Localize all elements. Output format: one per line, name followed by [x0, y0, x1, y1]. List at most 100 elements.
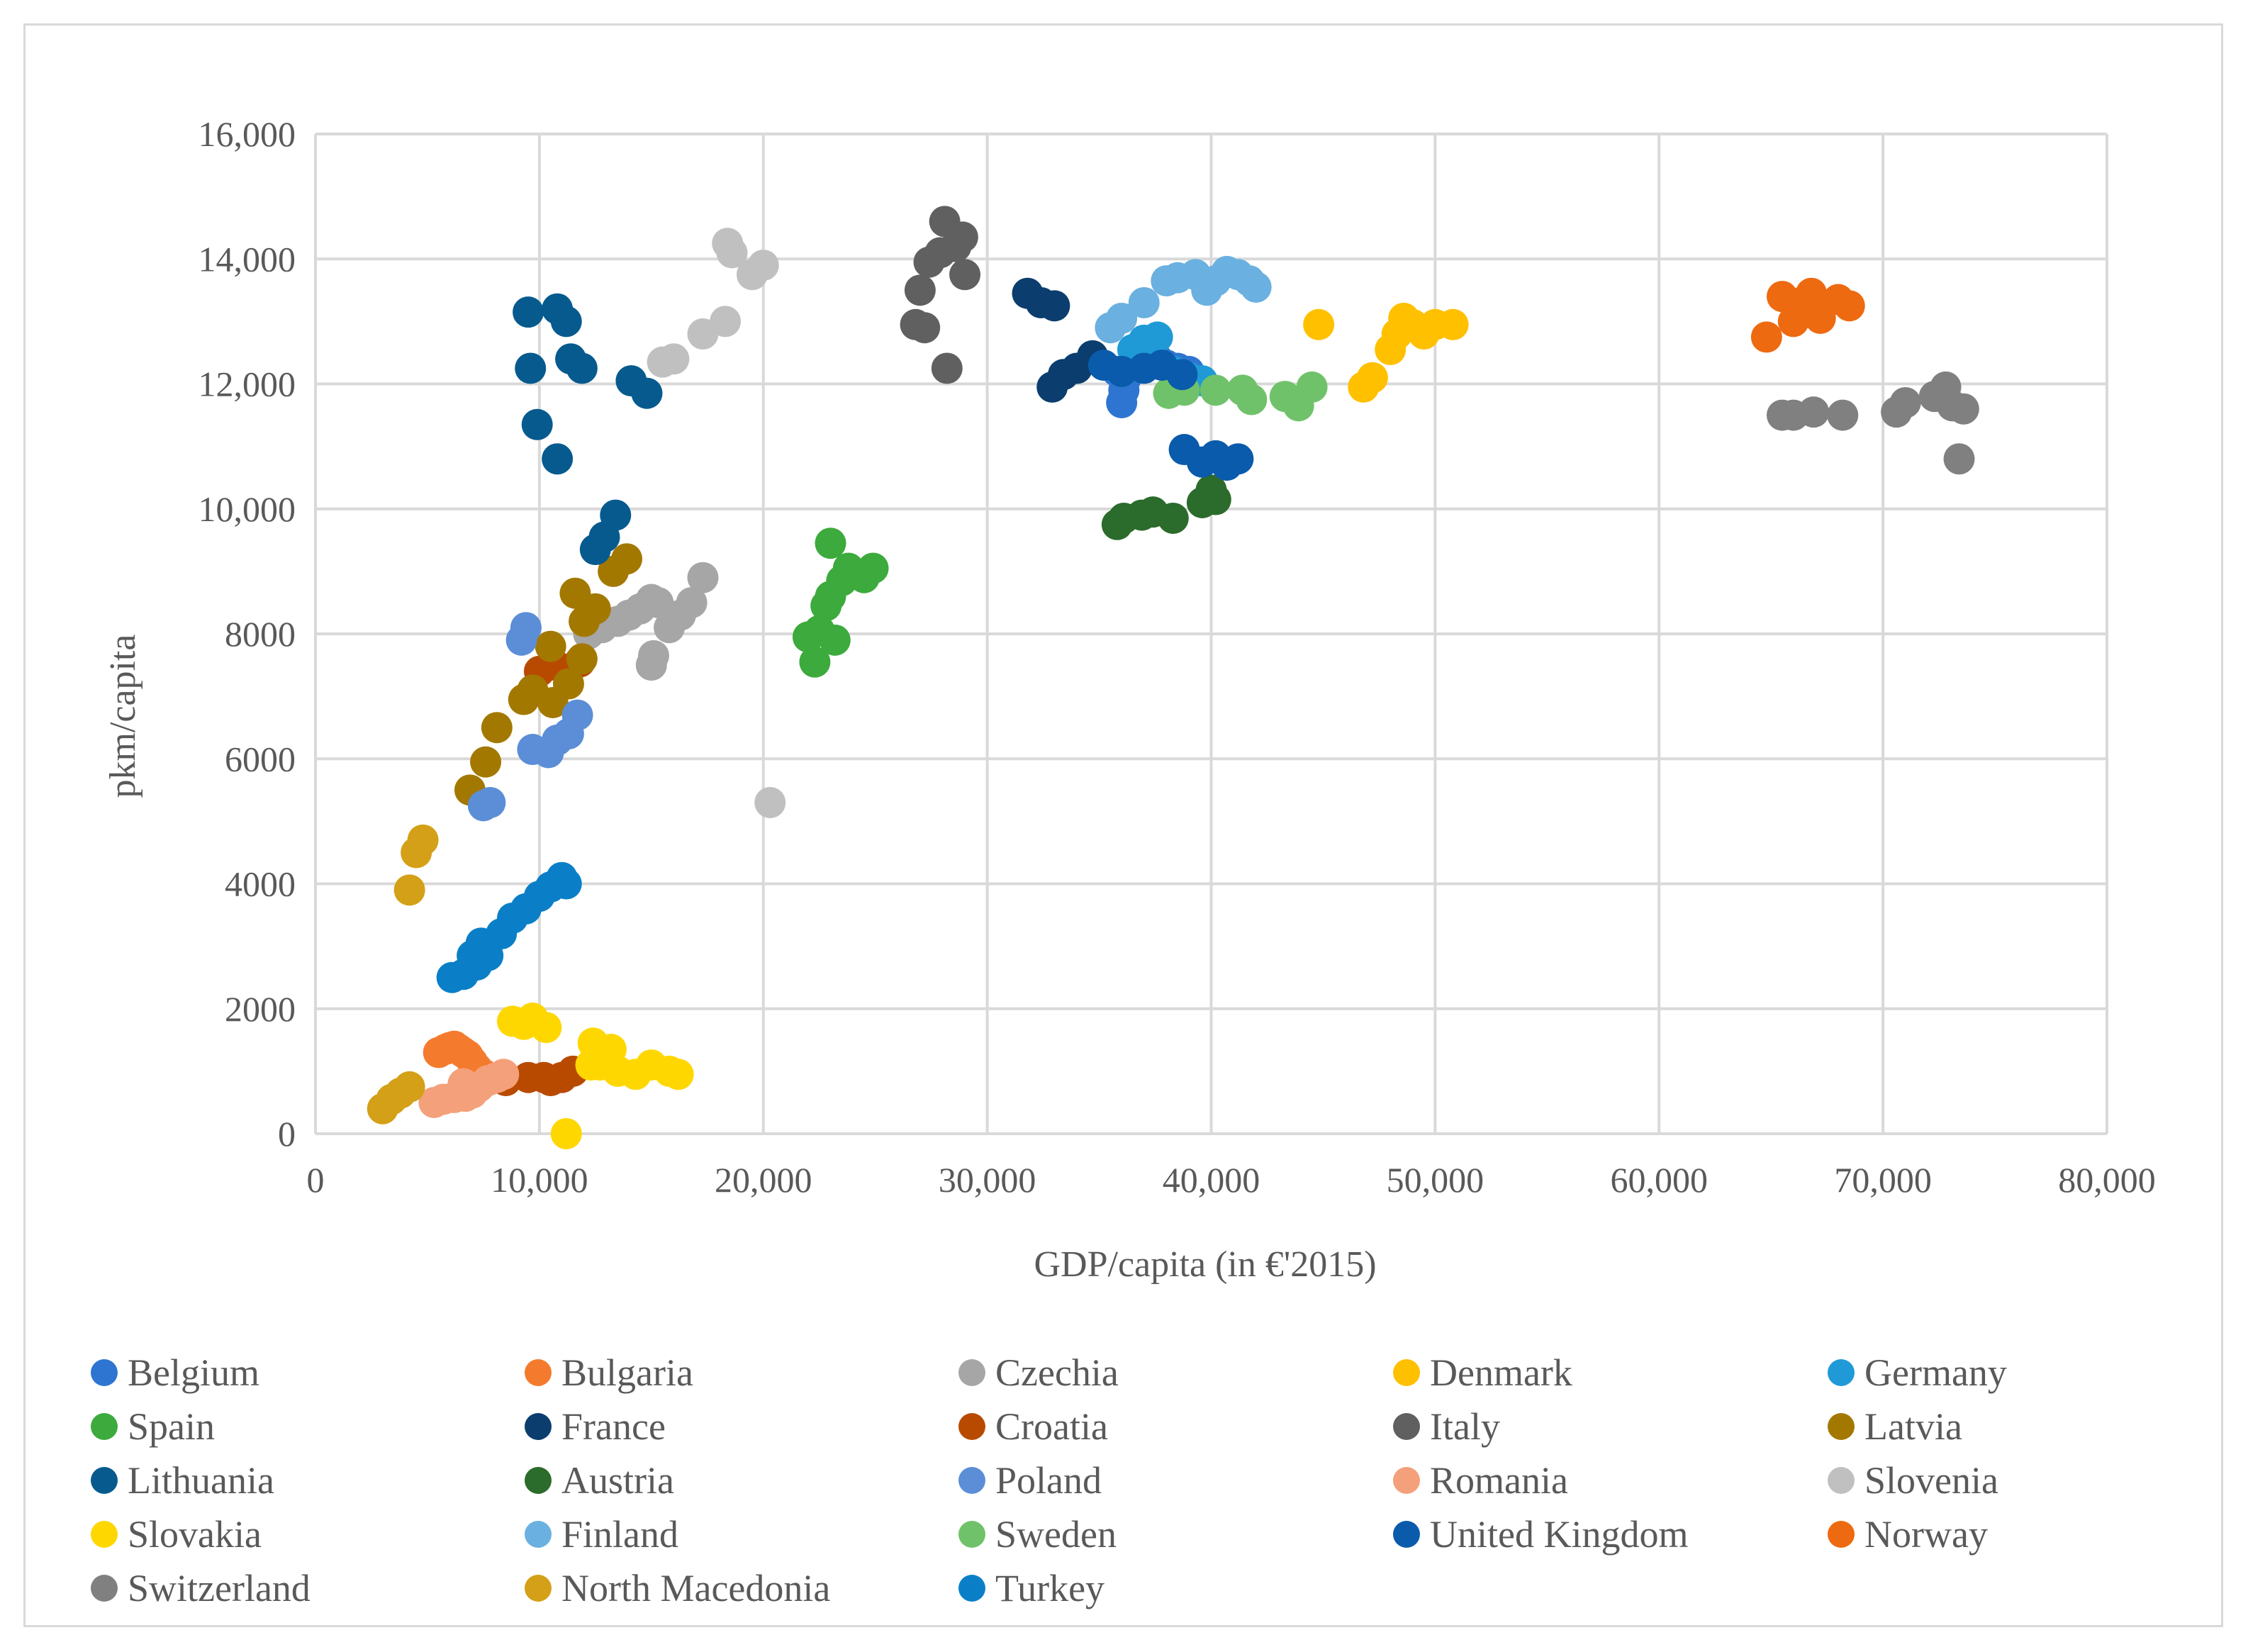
legend-label: Slovenia [1864, 1459, 1998, 1502]
legend-item: Slovakia [91, 1507, 262, 1561]
data-point [550, 306, 582, 337]
legend-label: Slovakia [128, 1513, 262, 1556]
y-tick-label: 14,000 [198, 239, 296, 279]
legend-label: Croatia [995, 1405, 1108, 1448]
data-point [579, 593, 611, 625]
legend-label: Czechia [995, 1351, 1119, 1394]
data-points [367, 206, 1979, 1149]
legend-item: Denmark [1393, 1346, 1572, 1400]
data-point [747, 250, 779, 281]
data-point [481, 712, 513, 744]
data-point [1947, 393, 1979, 425]
data-point [566, 643, 598, 675]
legend-item: Italy [1393, 1400, 1500, 1453]
series-france [1012, 277, 1109, 403]
legend-label: Austria [561, 1459, 674, 1502]
data-point [754, 786, 786, 818]
legend-label: Romania [1430, 1459, 1568, 1502]
legend-swatch [958, 1467, 985, 1494]
legend-swatch [1828, 1413, 1855, 1440]
y-tick-label: 8000 [225, 614, 296, 654]
legend-item: Norway [1828, 1507, 1988, 1561]
data-point [550, 868, 582, 900]
series-italy [900, 206, 981, 384]
x-tick-label: 0 [307, 1160, 325, 1200]
legend-swatch [91, 1467, 118, 1494]
data-point [1166, 359, 1198, 391]
data-point [931, 352, 963, 384]
data-point [946, 221, 978, 253]
data-point [1750, 321, 1782, 353]
legend-item: Bulgaria [525, 1346, 693, 1400]
data-point [474, 786, 506, 818]
data-point [1796, 277, 1828, 309]
legend-item: Sweden [958, 1507, 1117, 1561]
series-slovakia [496, 1002, 694, 1149]
data-point [1889, 386, 1921, 418]
data-point [1833, 290, 1865, 322]
y-tick-label: 10,000 [198, 489, 296, 529]
legend-item: Lithuania [91, 1453, 274, 1507]
data-point [1437, 308, 1469, 340]
y-tick-label: 2000 [225, 989, 296, 1029]
data-point [550, 1118, 582, 1149]
legend-swatch [1828, 1467, 1855, 1494]
data-point [1128, 286, 1160, 318]
legend-item: Poland [958, 1453, 1102, 1507]
legend-label: France [561, 1405, 666, 1448]
data-point [1191, 274, 1223, 306]
y-axis-title: pkm/capita [103, 634, 143, 798]
data-point [575, 1049, 607, 1081]
data-point [1356, 362, 1388, 394]
legend-item: Austria [525, 1453, 674, 1507]
series-finland [1095, 255, 1272, 344]
legend-swatch [91, 1521, 118, 1548]
data-point [407, 824, 439, 856]
x-tick-label: 30,000 [939, 1160, 1036, 1200]
data-point [447, 1068, 479, 1100]
x-tick-label: 50,000 [1387, 1160, 1484, 1200]
x-axis-title: GDP/capita (in €'2015) [1034, 1244, 1376, 1285]
legend-swatch [1393, 1521, 1420, 1548]
series-denmark [1303, 302, 1469, 403]
data-point [1303, 308, 1335, 340]
data-point [658, 343, 690, 375]
legend-label: Belgium [128, 1351, 259, 1394]
legend-label: Lithuania [128, 1459, 274, 1502]
series-sweden [1153, 371, 1328, 422]
legend-item: Finland [525, 1507, 678, 1561]
data-point [857, 552, 889, 584]
data-point [815, 528, 846, 559]
data-point [535, 630, 566, 662]
series-turkey [436, 861, 582, 993]
data-point [393, 874, 425, 906]
data-point [1943, 443, 1975, 475]
legend-label: Poland [995, 1459, 1102, 1502]
data-point [561, 699, 593, 731]
data-point [1236, 384, 1268, 415]
legend-swatch [1828, 1521, 1855, 1548]
legend-label: Denmark [1430, 1351, 1572, 1394]
legend-swatch [958, 1413, 985, 1440]
legend-label: Switzerland [128, 1567, 311, 1609]
legend-swatch [525, 1575, 552, 1602]
legend-label: North Macedonia [561, 1567, 831, 1609]
legend-swatch [91, 1575, 118, 1602]
series-slovenia [647, 228, 786, 818]
data-point [676, 586, 708, 618]
legend-swatch [958, 1359, 985, 1386]
legend-swatch [1828, 1359, 1855, 1386]
legend-label: Bulgaria [561, 1351, 693, 1394]
legend-label: Sweden [995, 1513, 1117, 1556]
series-austria [1101, 474, 1231, 540]
legend-label: Latvia [1864, 1405, 1962, 1448]
y-tick-label: 16,000 [198, 114, 296, 154]
series-poland [467, 612, 593, 822]
legend-item: Slovenia [1828, 1453, 1998, 1507]
x-tick-label: 60,000 [1611, 1160, 1709, 1200]
legend-item: Croatia [958, 1400, 1108, 1453]
legend-swatch [525, 1521, 552, 1548]
x-tick-label: 10,000 [491, 1160, 588, 1200]
data-point [1222, 443, 1254, 475]
legend-swatch [525, 1467, 552, 1494]
